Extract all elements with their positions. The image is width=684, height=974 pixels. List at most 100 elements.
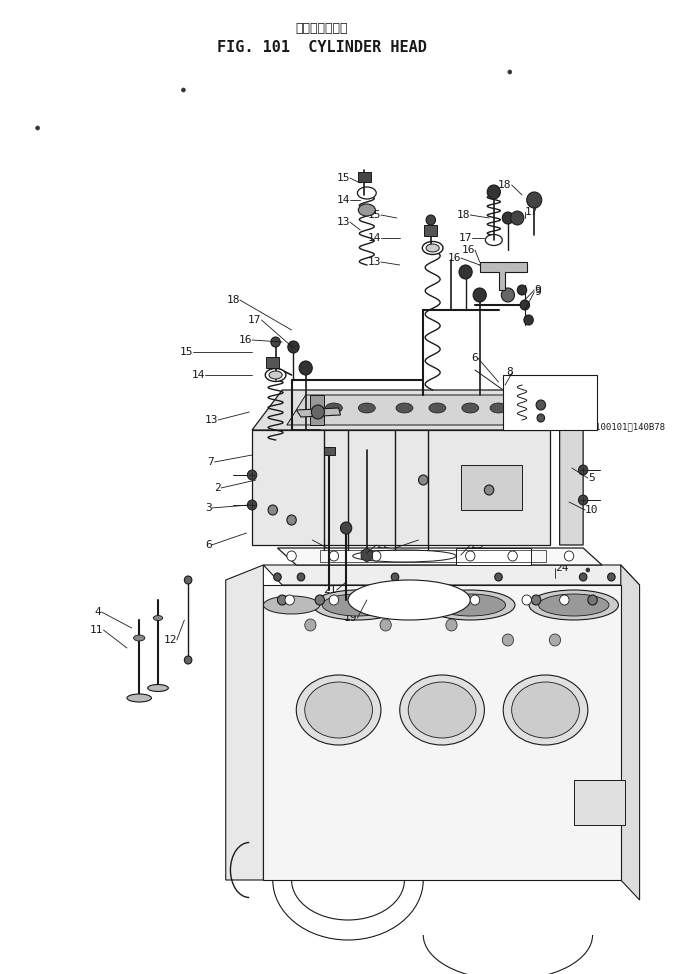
Ellipse shape xyxy=(503,675,588,745)
Polygon shape xyxy=(252,430,550,545)
Text: 18: 18 xyxy=(226,295,240,305)
Ellipse shape xyxy=(322,594,393,616)
Circle shape xyxy=(527,192,542,208)
Ellipse shape xyxy=(269,371,282,379)
Ellipse shape xyxy=(127,694,151,702)
Circle shape xyxy=(329,595,339,605)
Circle shape xyxy=(487,185,501,199)
Ellipse shape xyxy=(358,187,376,199)
Circle shape xyxy=(508,551,517,561)
Text: 17: 17 xyxy=(459,233,472,243)
Ellipse shape xyxy=(348,580,471,620)
Circle shape xyxy=(508,70,512,74)
Circle shape xyxy=(537,414,544,422)
Text: 16: 16 xyxy=(462,245,475,255)
Circle shape xyxy=(274,573,281,581)
Text: シリンダヘッド: シリンダヘッド xyxy=(295,21,348,34)
Text: 13: 13 xyxy=(337,217,350,227)
Circle shape xyxy=(588,595,597,605)
Polygon shape xyxy=(621,565,640,900)
Ellipse shape xyxy=(358,403,376,413)
Ellipse shape xyxy=(326,403,343,413)
Text: 18: 18 xyxy=(498,180,512,190)
Circle shape xyxy=(560,595,569,605)
Ellipse shape xyxy=(486,235,502,245)
Circle shape xyxy=(484,485,494,495)
Text: 14: 14 xyxy=(337,195,350,205)
Circle shape xyxy=(371,551,381,561)
Text: 7: 7 xyxy=(208,457,215,467)
Text: 3: 3 xyxy=(205,503,211,513)
Bar xyxy=(424,225,437,236)
Ellipse shape xyxy=(490,403,507,413)
Circle shape xyxy=(428,595,437,605)
Circle shape xyxy=(531,595,541,605)
Circle shape xyxy=(522,595,531,605)
Circle shape xyxy=(185,576,192,584)
Text: 4: 4 xyxy=(95,607,102,617)
Polygon shape xyxy=(560,390,583,545)
Text: 13: 13 xyxy=(205,415,218,425)
Polygon shape xyxy=(479,262,527,290)
Polygon shape xyxy=(311,395,324,425)
Ellipse shape xyxy=(153,616,163,620)
Polygon shape xyxy=(252,390,583,430)
Circle shape xyxy=(248,500,256,510)
Text: 適  用  範  囲: 適 用 範 囲 xyxy=(536,410,575,420)
Ellipse shape xyxy=(399,675,484,745)
Circle shape xyxy=(466,551,475,561)
Text: 19: 19 xyxy=(344,613,358,623)
Text: 14: 14 xyxy=(367,233,381,243)
Circle shape xyxy=(520,300,529,310)
Text: 24: 24 xyxy=(555,563,568,573)
Circle shape xyxy=(471,595,479,605)
Bar xyxy=(358,172,371,182)
Ellipse shape xyxy=(435,594,505,616)
Text: 10: 10 xyxy=(585,505,598,515)
Circle shape xyxy=(579,573,587,581)
Text: 1: 1 xyxy=(419,535,425,545)
Text: 14: 14 xyxy=(192,370,205,380)
Text: 13: 13 xyxy=(367,257,381,267)
Bar xyxy=(461,465,522,510)
Circle shape xyxy=(511,211,524,225)
Circle shape xyxy=(579,495,588,505)
Circle shape xyxy=(278,595,287,605)
Circle shape xyxy=(517,285,527,295)
Ellipse shape xyxy=(265,368,286,382)
Text: 6: 6 xyxy=(471,353,478,363)
Ellipse shape xyxy=(425,590,515,620)
Text: 9: 9 xyxy=(534,287,541,297)
Circle shape xyxy=(426,215,436,225)
Circle shape xyxy=(287,515,296,525)
Text: 21: 21 xyxy=(324,585,337,595)
Circle shape xyxy=(341,522,352,534)
Circle shape xyxy=(181,88,185,92)
Circle shape xyxy=(459,265,472,279)
Text: 12: 12 xyxy=(163,635,177,645)
Circle shape xyxy=(298,573,305,581)
Text: 15: 15 xyxy=(179,347,193,357)
Ellipse shape xyxy=(422,242,443,254)
Ellipse shape xyxy=(358,204,376,216)
Text: Engine No. 100101～140B78: Engine No. 100101～140B78 xyxy=(536,424,665,432)
Ellipse shape xyxy=(429,403,446,413)
Circle shape xyxy=(579,465,588,475)
Polygon shape xyxy=(226,565,263,880)
Text: 22: 22 xyxy=(376,540,390,550)
Bar xyxy=(456,548,531,565)
Ellipse shape xyxy=(133,635,145,641)
Text: 20: 20 xyxy=(299,535,313,545)
Text: 5: 5 xyxy=(588,473,594,483)
Bar xyxy=(320,550,546,562)
Ellipse shape xyxy=(426,244,439,252)
Text: 17: 17 xyxy=(525,207,538,217)
Bar xyxy=(324,447,335,455)
Ellipse shape xyxy=(538,594,609,616)
Circle shape xyxy=(446,619,457,631)
Text: 2: 2 xyxy=(214,483,221,493)
Circle shape xyxy=(287,551,296,561)
Text: 15: 15 xyxy=(337,173,350,183)
Circle shape xyxy=(288,341,299,353)
Circle shape xyxy=(311,405,324,419)
